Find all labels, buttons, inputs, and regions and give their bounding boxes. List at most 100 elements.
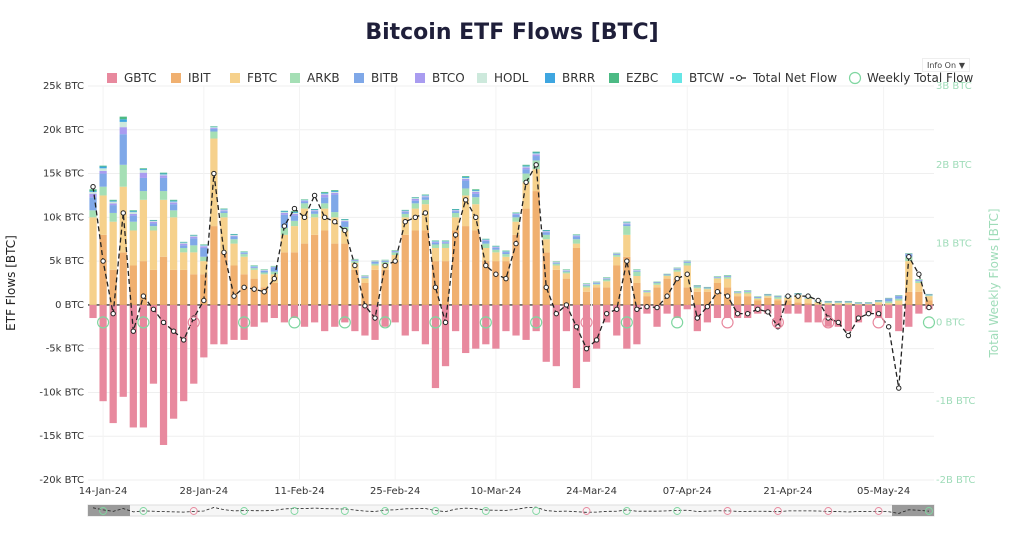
bar-ibit (260, 287, 268, 305)
y-tick-label: -20k BTC (39, 475, 84, 486)
bar-gbtc (854, 304, 863, 323)
net-flow-point (160, 319, 167, 326)
net-flow-point (281, 223, 288, 229)
bar-fbtc (230, 243, 238, 266)
bar-bitb (864, 303, 873, 304)
bar-gbtc (290, 304, 299, 319)
bar-brrr (512, 212, 520, 214)
bar-btco (169, 202, 178, 205)
bar-gbtc (381, 304, 389, 327)
bar-bitb (834, 301, 842, 303)
net-flow-point (523, 179, 529, 186)
bar-fbtc (723, 278, 732, 288)
bar-bitb (411, 200, 419, 204)
x-tick-label: 25-Feb-24 (370, 486, 420, 497)
bar-hodl (341, 219, 349, 221)
net-flow-point (533, 162, 539, 168)
bar-brrr (210, 126, 218, 128)
info-toggle-button[interactable]: Info On ▼ (922, 58, 970, 72)
bar-fbtc (250, 269, 258, 279)
chevron-down-icon: ▼ (958, 60, 965, 70)
bar-ezbc (109, 199, 117, 201)
bar-btco (895, 295, 903, 297)
range-slider[interactable] (87, 504, 935, 517)
bar-ezbc (472, 189, 480, 191)
range-slider-weekly-marker (99, 507, 108, 515)
range-slider-weekly-marker (773, 507, 782, 515)
bar-hodl (462, 177, 470, 179)
bar-fbtc (159, 199, 168, 257)
bar-arkb (139, 191, 148, 200)
legend-swatch-net-point (736, 75, 742, 81)
bar-bitb (663, 274, 671, 276)
net-flow-point (90, 183, 96, 190)
bar-hodl (482, 239, 490, 241)
bar-btco (371, 261, 379, 263)
net-flow-point (573, 324, 580, 330)
bar-fbtc (673, 271, 681, 279)
bar-fbtc (542, 239, 550, 253)
legend[interactable]: GBTC IBIT FBTC ARKB BITB BTCO HODL BRRR EZBC BTCW… (107, 71, 974, 85)
bar-hodl (592, 282, 601, 283)
bar-fbtc (401, 217, 409, 235)
bar-ibit (603, 287, 611, 305)
bar-arkb (441, 243, 450, 248)
bar-btco (321, 194, 329, 198)
bar-hodl (562, 269, 571, 271)
bar-gbtc (391, 304, 399, 323)
bar-brrr (119, 119, 127, 122)
net-flow-point (201, 297, 207, 304)
bar-fbtc (129, 230, 137, 266)
bar-ezbc (794, 293, 802, 294)
bar-ibit (129, 265, 137, 305)
bar-brrr (482, 239, 490, 240)
bars-layer (89, 116, 933, 445)
bar-arkb (462, 188, 470, 196)
bar-ezbc (885, 297, 893, 299)
bar-btco (885, 298, 893, 299)
bar-arkb (290, 220, 299, 227)
bar-arkb (723, 276, 732, 279)
bar-hodl (220, 209, 228, 211)
bar-arkb (321, 203, 329, 209)
bar-arkb (200, 256, 208, 262)
bar-gbtc (139, 304, 148, 428)
range-slider-weekly-marker (824, 507, 833, 515)
bar-btco (210, 128, 218, 129)
bar-ibit (915, 291, 923, 305)
bar-btco (451, 210, 460, 212)
net-flow-point (332, 219, 338, 225)
bar-btco (260, 270, 268, 271)
bar-btco (119, 127, 127, 135)
bar-brrr (159, 173, 168, 175)
net-flow-line-layer (90, 162, 932, 391)
bar-ezbc (421, 194, 430, 196)
bar-fbtc (240, 256, 248, 275)
bar-ezbc (864, 302, 873, 303)
range-slider-weekly-marker (340, 507, 349, 515)
bar-fbtc (572, 243, 581, 248)
bar-btco (683, 261, 691, 263)
bar-hodl (683, 261, 691, 262)
bar-ibit (643, 296, 651, 305)
net-flow-point (664, 293, 670, 299)
bar-bitb (230, 236, 238, 240)
bar-ibit (653, 287, 661, 305)
weekly-total-marker (721, 316, 734, 329)
bar-fbtc (864, 304, 873, 305)
bar-ezbc (512, 212, 520, 214)
bar-ibit (300, 243, 309, 305)
bar-ezbc (623, 221, 631, 223)
bar-btco (703, 287, 712, 288)
bar-ezbc (824, 300, 832, 302)
net-flow-point (513, 240, 519, 247)
net-flow-point (362, 303, 368, 309)
net-flow-point (462, 197, 469, 203)
bar-ezbc (290, 211, 299, 213)
bar-arkb (502, 254, 510, 257)
bar-fbtc (482, 247, 490, 262)
weekly-total-marker (620, 316, 633, 329)
bar-ibit (663, 278, 671, 305)
bar-arkb (300, 203, 309, 209)
bar-arkb (613, 254, 621, 257)
